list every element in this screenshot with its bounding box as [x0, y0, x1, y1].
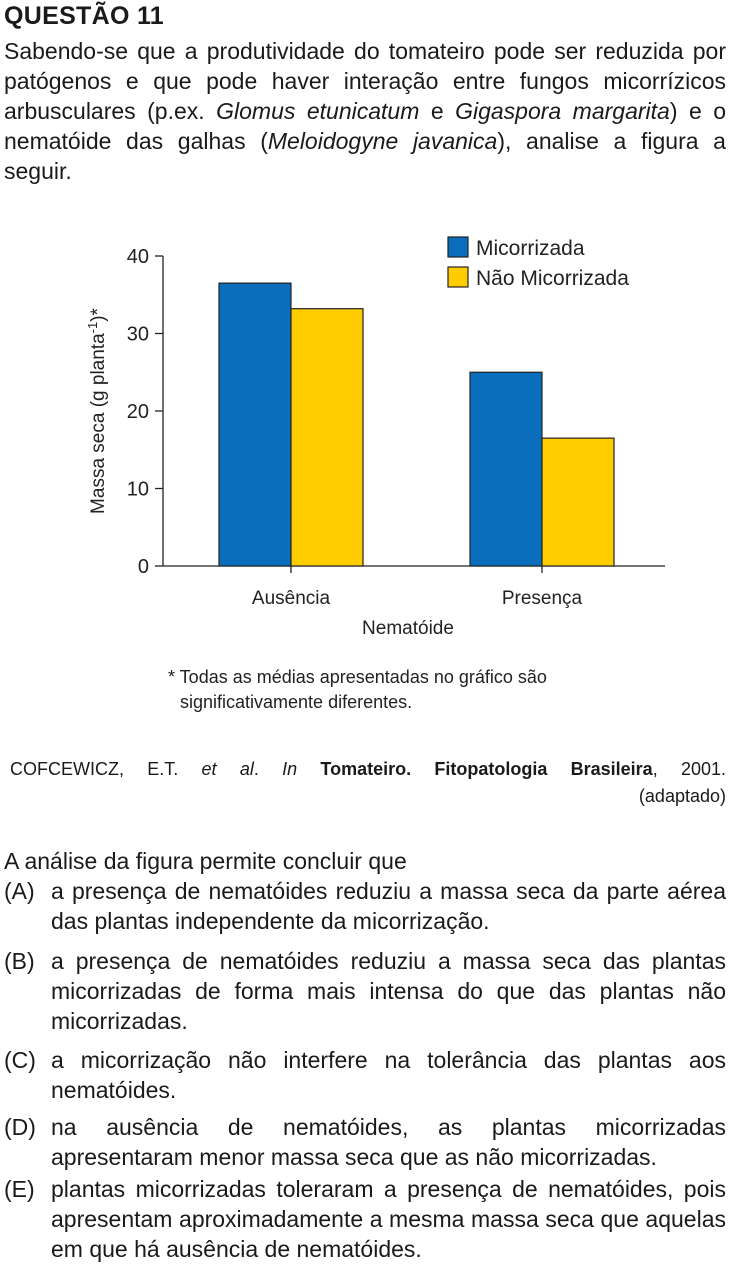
chart-legend: Micorrizada Não Micorrizada	[447, 236, 629, 290]
bar	[218, 282, 292, 567]
option-letter: (E)	[4, 1176, 35, 1202]
option-c[interactable]: (C) a micorrização não interfere na toler…	[4, 1045, 726, 1105]
bar-chart: 0 10 20 30 40 Ausência Presença Nematóide Massa …	[85, 236, 665, 712]
bar	[290, 308, 364, 567]
option-letter: (A)	[4, 878, 35, 904]
option-text: a presença de nematóides reduziu a massa…	[51, 878, 726, 934]
legend-label: Não Micorrizada	[476, 267, 629, 290]
option-letter: (B)	[4, 948, 35, 974]
y-tick-label: 30	[127, 324, 149, 346]
option-b[interactable]: (B) a presença de nematóides reduziu a ma…	[4, 946, 726, 1036]
chart-bars	[218, 282, 615, 567]
option-text: plantas micorrizadas toleraram a presenç…	[51, 1176, 726, 1262]
legend-swatch	[447, 266, 469, 288]
legend-swatch	[447, 236, 469, 258]
y-tick-label: 10	[127, 479, 149, 501]
bar	[541, 437, 615, 567]
option-text: na ausência de nematóides, as plantas mi…	[51, 1114, 726, 1170]
y-tick-label: 40	[127, 246, 149, 268]
x-tick-label: Ausência	[252, 588, 331, 609]
x-tick-label: Presença	[502, 588, 583, 609]
chart-labels: 0 10 20 30 40 Ausência Presença Nematóide Massa …	[85, 246, 583, 712]
question-title: QUESTÃO 11	[4, 2, 164, 30]
y-tick-label: 20	[127, 401, 149, 423]
y-tick-label: 0	[138, 556, 149, 578]
option-letter: (D)	[4, 1114, 36, 1140]
y-axis-label: Massa seca (g planta-1)*	[85, 307, 109, 513]
chart-footnote: significativamente diferentes.	[180, 692, 412, 712]
question-intro: Sabendo-se que a produtividade do tomate…	[4, 38, 727, 184]
option-text: a presença de nematóides reduziu a massa…	[51, 948, 726, 1034]
option-a[interactable]: (A) a presença de nematóides reduziu a ma…	[4, 876, 726, 936]
question-stem: A análise da figura permite concluir que	[4, 848, 407, 874]
source-citation: COFCEWICZ, E.T. et al. In Tomateiro. Fit…	[10, 759, 727, 806]
chart-footnote: * Todas as médias apresentadas no gráfic…	[168, 667, 547, 687]
x-axis-label: Nematóide	[362, 618, 454, 639]
bar	[469, 371, 543, 567]
option-letter: (C)	[4, 1047, 36, 1073]
legend-label: Micorrizada	[476, 237, 585, 260]
option-text: a micorrização não interfere na tolerânc…	[51, 1047, 726, 1103]
option-d[interactable]: (D) na ausência de nematóides, as plantas…	[4, 1112, 726, 1172]
option-e[interactable]: (E) plantas micorrizadas toleraram a pres…	[4, 1174, 726, 1264]
